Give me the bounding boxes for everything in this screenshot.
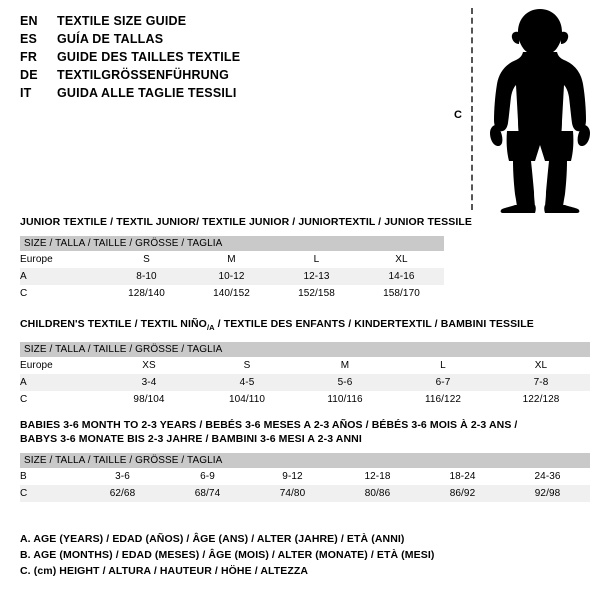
table-cell: 24-36 — [505, 468, 591, 485]
row-label: C — [20, 285, 104, 302]
table-cell: L — [274, 251, 359, 268]
table-cell: 8-10 — [104, 268, 189, 285]
language-row: ES GUÍA DE TALLAS — [20, 32, 440, 50]
table-cell: 6-7 — [394, 374, 492, 392]
section-title-children-post: / TEXTILE DES ENFANTS / KINDERTEXTIL / B… — [214, 318, 534, 330]
table-row: B 3-6 6-9 9-12 12-18 18-24 24-36 — [20, 468, 591, 485]
section-title-babies: BABIES 3-6 MONTH TO 2-3 YEARS / BEBÉS 3-… — [20, 418, 590, 446]
row-label: A — [20, 268, 104, 285]
language-code: DE — [20, 68, 38, 82]
junior-size-table: SIZE / TALLA / TAILLE / GRÖSSE / TAGLIA … — [20, 236, 444, 302]
table-cell: 152/158 — [274, 285, 359, 302]
table-cell: 3-6 — [80, 468, 165, 485]
table-cell: S — [198, 357, 296, 375]
table-row: C 128/140 140/152 152/158 158/170 — [20, 285, 444, 302]
height-measure-label: C — [454, 109, 462, 121]
table-row: A 8-10 10-12 12-13 14-16 — [20, 268, 444, 285]
section-title-junior: JUNIOR TEXTILE / TEXTIL JUNIOR/ TEXTILE … — [20, 216, 472, 228]
row-label: Europe — [20, 251, 104, 268]
babies-size-table: SIZE / TALLA / TAILLE / GRÖSSE / TAGLIA … — [20, 453, 591, 502]
table-cell: 3-4 — [100, 374, 198, 392]
section-title-babies-line2: BABYS 3-6 MONATE BIS 2-3 JAHRE / BAMBINI… — [20, 433, 362, 445]
table-cell: L — [394, 357, 492, 375]
size-band-label: SIZE / TALLA / TAILLE / GRÖSSE / TAGLIA — [20, 236, 444, 251]
table-cell: S — [104, 251, 189, 268]
table-cell: 122/128 — [492, 391, 591, 409]
table-row: C 98/104 104/110 110/116 116/122 122/128 — [20, 391, 591, 409]
table-cell: 12-18 — [335, 468, 420, 485]
section-title-children: CHILDREN'S TEXTILE / TEXTIL NIÑO/A / TEX… — [20, 317, 590, 335]
table-cell: 18-24 — [420, 468, 505, 485]
section-junior-textile: JUNIOR TEXTILE / TEXTIL JUNIOR/ TEXTILE … — [20, 215, 472, 302]
table-cell: 140/152 — [189, 285, 274, 302]
section-babies-textile: BABIES 3-6 MONTH TO 2-3 YEARS / BEBÉS 3-… — [20, 418, 591, 502]
language-title: TEXTILGRÖSSENFÜHRUNG — [57, 68, 230, 82]
size-band-label: SIZE / TALLA / TAILLE / GRÖSSE / TAGLIA — [20, 453, 591, 468]
table-row: Europe XS S M L XL — [20, 357, 591, 375]
table-cell: 10-12 — [189, 268, 274, 285]
height-reference-figure: C — [440, 5, 595, 215]
language-title: TEXTILE SIZE GUIDE — [57, 14, 187, 28]
language-title: GUÍA DE TALLAS — [57, 32, 164, 46]
table-cell: 86/92 — [420, 485, 505, 502]
row-label: B — [20, 468, 80, 485]
language-header-list: EN TEXTILE SIZE GUIDE ES GUÍA DE TALLAS … — [20, 14, 440, 104]
table-cell: 7-8 — [492, 374, 591, 392]
row-label: Europe — [20, 357, 100, 375]
table-cell: 98/104 — [100, 391, 198, 409]
table-cell: 62/68 — [80, 485, 165, 502]
row-label: A — [20, 374, 100, 392]
language-code: FR — [20, 50, 38, 64]
height-dashed-line — [471, 8, 473, 210]
language-row: EN TEXTILE SIZE GUIDE — [20, 14, 440, 32]
table-cell: XL — [492, 357, 591, 375]
table-cell: 116/122 — [394, 391, 492, 409]
table-cell: 74/80 — [250, 485, 335, 502]
language-title: GUIDA ALLE TAGLIE TESSILI — [57, 86, 237, 100]
table-cell: 158/170 — [359, 285, 444, 302]
language-code: IT — [20, 86, 32, 100]
language-code: ES — [20, 32, 38, 46]
table-band-row: SIZE / TALLA / TAILLE / GRÖSSE / TAGLIA — [20, 453, 591, 468]
row-label: C — [20, 485, 80, 502]
size-band-label: SIZE / TALLA / TAILLE / GRÖSSE / TAGLIA — [20, 342, 591, 358]
section-children-textile: CHILDREN'S TEXTILE / TEXTIL NIÑO/A / TEX… — [20, 317, 591, 409]
section-title-children-sub: /A — [206, 323, 215, 333]
legend-line-a: A. AGE (YEARS) / EDAD (AÑOS) / ÂGE (ANS)… — [20, 533, 405, 545]
row-label: C — [20, 391, 100, 409]
language-row: IT GUIDA ALLE TAGLIE TESSILI — [20, 86, 440, 104]
language-code: EN — [20, 14, 38, 28]
table-cell: 104/110 — [198, 391, 296, 409]
table-cell: M — [296, 357, 394, 375]
table-cell: 6-9 — [165, 468, 250, 485]
table-cell: 92/98 — [505, 485, 591, 502]
table-cell: 9-12 — [250, 468, 335, 485]
table-cell: 12-13 — [274, 268, 359, 285]
children-size-table: SIZE / TALLA / TAILLE / GRÖSSE / TAGLIA … — [20, 342, 591, 409]
legend-block: A. AGE (YEARS) / EDAD (AÑOS) / ÂGE (ANS)… — [20, 531, 540, 579]
table-cell: 4-5 — [198, 374, 296, 392]
table-cell: M — [189, 251, 274, 268]
language-title: GUIDE DES TAILLES TEXTILE — [57, 50, 241, 64]
table-cell: 14-16 — [359, 268, 444, 285]
table-cell: 128/140 — [104, 285, 189, 302]
table-row: Europe S M L XL — [20, 251, 444, 268]
legend-line-b: B. AGE (MONTHS) / EDAD (MESES) / ÂGE (MO… — [20, 549, 435, 561]
language-row: DE TEXTILGRÖSSENFÜHRUNG — [20, 68, 440, 86]
table-cell: 68/74 — [165, 485, 250, 502]
section-title-babies-line1: BABIES 3-6 MONTH TO 2-3 YEARS / BEBÉS 3-… — [20, 419, 518, 431]
table-band-row: SIZE / TALLA / TAILLE / GRÖSSE / TAGLIA — [20, 236, 444, 251]
language-row: FR GUIDE DES TAILLES TEXTILE — [20, 50, 440, 68]
legend-line-c: C. (cm) HEIGHT / ALTURA / HAUTEUR / HÖHE… — [20, 565, 309, 577]
table-row: C 62/68 68/74 74/80 80/86 86/92 92/98 — [20, 485, 591, 502]
table-cell: 80/86 — [335, 485, 420, 502]
table-row: A 3-4 4-5 5-6 6-7 7-8 — [20, 374, 591, 392]
table-cell: 5-6 — [296, 374, 394, 392]
section-title-children-pre: CHILDREN'S TEXTILE / TEXTIL NIÑO — [20, 318, 207, 330]
table-cell: XL — [359, 251, 444, 268]
toddler-silhouette-icon — [490, 9, 590, 213]
table-band-row: SIZE / TALLA / TAILLE / GRÖSSE / TAGLIA — [20, 342, 591, 358]
table-cell: XS — [100, 357, 198, 375]
table-cell: 110/116 — [296, 391, 394, 409]
